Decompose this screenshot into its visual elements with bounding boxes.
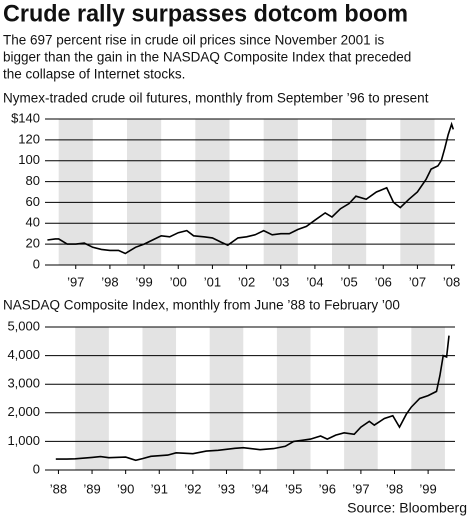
x-tick-label: ’99 [135,274,152,289]
data-line [55,335,450,462]
y-tick-label: 2,000 [7,404,40,419]
y-tick-label: 100 [18,152,40,167]
x-tick-label: ’05 [340,274,357,289]
year-band [58,119,93,265]
y-tick-label: 0 [33,256,40,271]
x-tick-label: ’04 [306,274,323,289]
x-tick-label: ’07 [409,274,426,289]
x-tick-label: ’91 [151,481,168,496]
year-band [276,327,311,470]
year-band [332,119,367,265]
y-tick-label: 120 [18,131,40,146]
x-tick-label: ’97 [67,274,84,289]
x-tick-label: ’92 [184,481,201,496]
subtitle-line: bigger than the gain in the NASDAQ Compo… [3,50,411,65]
y-tick-label: 1,000 [7,433,40,448]
y-tick-label: 60 [26,194,40,209]
x-tick-label: ’89 [83,481,100,496]
y-tick-label: 20 [26,236,40,251]
year-band [411,327,445,470]
y-tick-label: 40 [26,215,40,230]
y-tick-label: 0 [33,461,40,476]
subtitle-line: The 697 percent rise in crude oil prices… [3,33,384,48]
year-band [75,327,109,470]
x-tick-label: ’97 [352,481,369,496]
x-tick-label: ’98 [386,481,403,496]
year-band [127,119,162,265]
x-tick-label: ’88 [50,481,67,496]
year-band [344,327,378,470]
year-band [209,327,244,470]
source: Source: Bloomberg [347,500,467,516]
chart-title: NASDAQ Composite Index, monthly from Jun… [3,298,400,313]
x-tick-label: ’08 [443,274,460,289]
year-band [142,327,177,470]
chart-title: Nymex-traded crude oil futures, monthly … [3,91,429,106]
x-tick-label: ’00 [170,274,187,289]
y-tick-label: 4,000 [7,347,40,362]
x-tick-label: ’93 [218,481,235,496]
x-tick-label: ’03 [272,274,289,289]
data-line [47,121,455,255]
x-tick-label: ’02 [238,274,255,289]
year-band [195,119,230,265]
x-tick-label: ’98 [101,274,118,289]
x-tick-label: ’95 [285,481,302,496]
x-tick-label: ’96 [319,481,336,496]
x-tick-label: ’01 [204,274,221,289]
x-tick-label: ’06 [375,274,392,289]
subtitle-line: the collapse of Internet stocks. [3,67,185,82]
title: Crude rally surpasses dotcom boom [3,0,408,27]
y-tick-label: 80 [26,173,40,188]
x-tick-label: ’90 [117,481,134,496]
y-tick-label: 3,000 [7,376,40,391]
y-tick-label: $140 [11,110,40,125]
y-tick-label: 5,000 [7,318,40,333]
x-tick-label: ’94 [251,481,268,496]
year-band [263,119,298,265]
x-tick-label: ’99 [419,481,436,496]
